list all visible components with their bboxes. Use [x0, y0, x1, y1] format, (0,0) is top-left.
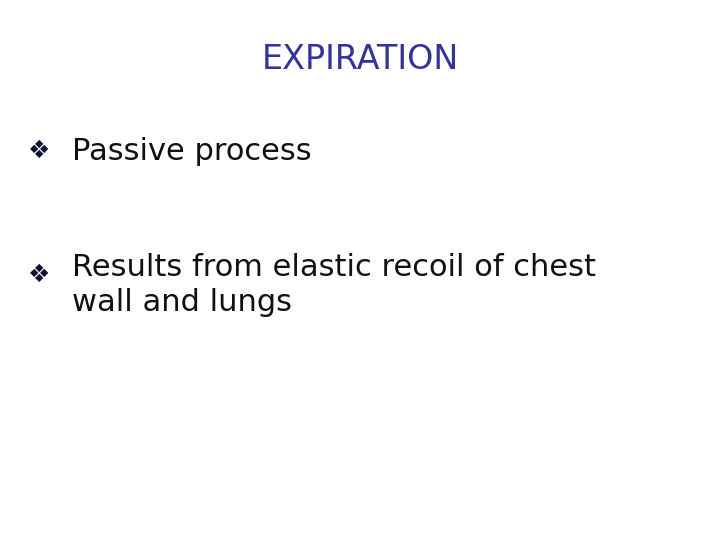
Text: Results from elastic recoil of chest: Results from elastic recoil of chest: [72, 253, 596, 282]
Text: Passive process: Passive process: [72, 137, 312, 166]
Text: EXPIRATION: EXPIRATION: [261, 43, 459, 76]
Text: ❖: ❖: [28, 139, 51, 163]
Text: ❖: ❖: [28, 264, 51, 287]
Text: wall and lungs: wall and lungs: [72, 288, 292, 317]
